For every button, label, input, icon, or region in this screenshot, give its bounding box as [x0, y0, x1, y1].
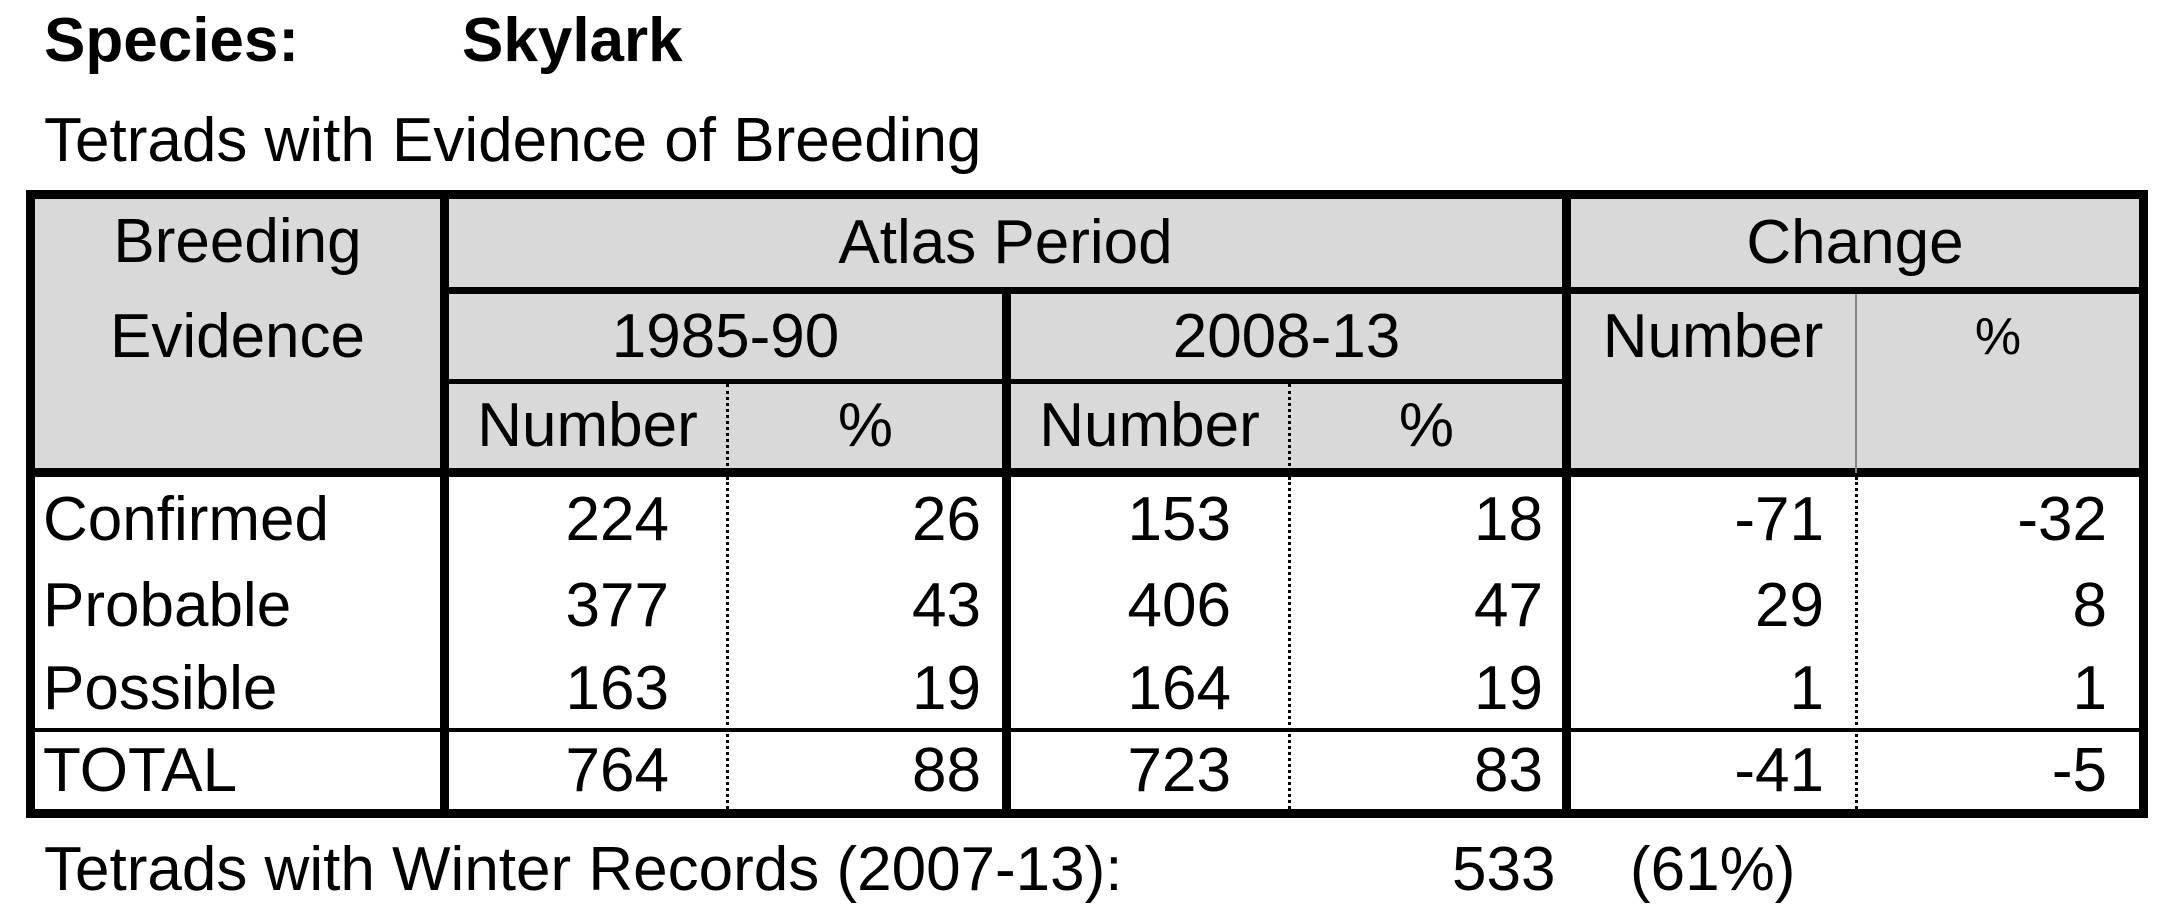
winter-records-count: 533: [1452, 835, 1556, 904]
cell-p1-number: 224: [565, 485, 669, 554]
cell-p2-number: 723: [1127, 735, 1231, 805]
breeding-evidence-table: Breeding Evidence Atlas Period Change 19…: [26, 190, 2148, 818]
cell-p2-percent: 83: [1474, 735, 1543, 805]
cell-change-percent: 1: [2072, 654, 2107, 723]
divider-change-header: [1855, 294, 1857, 473]
table-border-bottom: [26, 809, 2148, 818]
row-category: Possible: [43, 654, 278, 723]
cell-change-percent: -32: [2017, 485, 2107, 554]
header-p2-number: Number: [1039, 391, 1260, 460]
cell-p2-percent: 18: [1474, 485, 1543, 554]
cell-p1-number: 163: [565, 654, 669, 723]
divider-change: [1562, 190, 1571, 818]
divider-periods-bottom: [440, 379, 1011, 384]
divider-atlas-period-bottom: [440, 287, 2148, 294]
cell-p1-percent: 19: [912, 654, 981, 723]
winter-records-line: Tetrads with Winter Records (2007-13): 5…: [44, 830, 2144, 910]
divider-total-top: [26, 728, 2148, 732]
cell-p1-number: 764: [565, 735, 669, 805]
cell-change-number: 1: [1789, 654, 1824, 723]
header-period-1: 1985-90: [611, 301, 840, 371]
header-p1-number: Number: [477, 391, 698, 460]
dotted-divider-p1-header: [726, 384, 729, 473]
cell-p1-percent: 26: [912, 485, 981, 554]
header-change-number: Number: [1602, 301, 1824, 371]
divider-header-bottom: [26, 468, 2148, 477]
row-category: Probable: [43, 571, 292, 640]
row-category: TOTAL: [43, 735, 238, 805]
dotted-divider-p2: [1288, 477, 1291, 809]
cell-p1-percent: 88: [912, 735, 981, 805]
cell-change-number: 29: [1755, 571, 1824, 640]
cell-p1-number: 377: [565, 571, 669, 640]
cell-change-percent: -5: [2051, 735, 2107, 805]
cell-change-number: -41: [1734, 735, 1824, 805]
divider-category: [440, 190, 449, 818]
header-breeding-line2: Evidence: [109, 302, 366, 371]
table-header-background: [26, 190, 2148, 473]
header-change-percent: %: [1974, 307, 2022, 366]
species-name: Skylark: [462, 6, 683, 75]
table-border-left: [26, 190, 35, 818]
table-subtitle: Tetrads with Evidence of Breeding: [44, 106, 982, 175]
header-period-2: 2008-13: [1172, 301, 1401, 371]
row-category: Confirmed: [43, 485, 329, 554]
cell-change-percent: 8: [2072, 571, 2107, 640]
cell-p2-percent: 19: [1474, 654, 1543, 723]
dotted-divider-p2-header: [1288, 384, 1291, 473]
species-label: Species:: [44, 6, 300, 75]
cell-p1-percent: 43: [912, 571, 981, 640]
divider-period: [1002, 294, 1011, 818]
table-border-right: [2139, 190, 2148, 818]
header-breeding-line1: Breeding: [113, 207, 362, 276]
dotted-divider-p1: [726, 477, 729, 809]
header-change: Change: [1746, 208, 1964, 277]
header-p1-percent: %: [837, 391, 894, 460]
divider-periods-bottom-2: [1002, 379, 1571, 384]
dotted-divider-change: [1855, 477, 1858, 809]
cell-p2-number: 406: [1127, 571, 1231, 640]
winter-records-percent: (61%): [1630, 835, 1796, 904]
cell-p2-percent: 47: [1474, 571, 1543, 640]
species-heading: Species: Skylark: [44, 6, 683, 76]
cell-p2-number: 164: [1127, 654, 1231, 723]
header-p2-percent: %: [1398, 391, 1455, 460]
cell-p2-number: 153: [1127, 485, 1231, 554]
cell-change-number: -71: [1734, 485, 1824, 554]
table-border-top: [26, 190, 2148, 199]
header-atlas-period: Atlas Period: [838, 208, 1173, 277]
winter-records-label: Tetrads with Winter Records (2007-13):: [44, 835, 1123, 904]
